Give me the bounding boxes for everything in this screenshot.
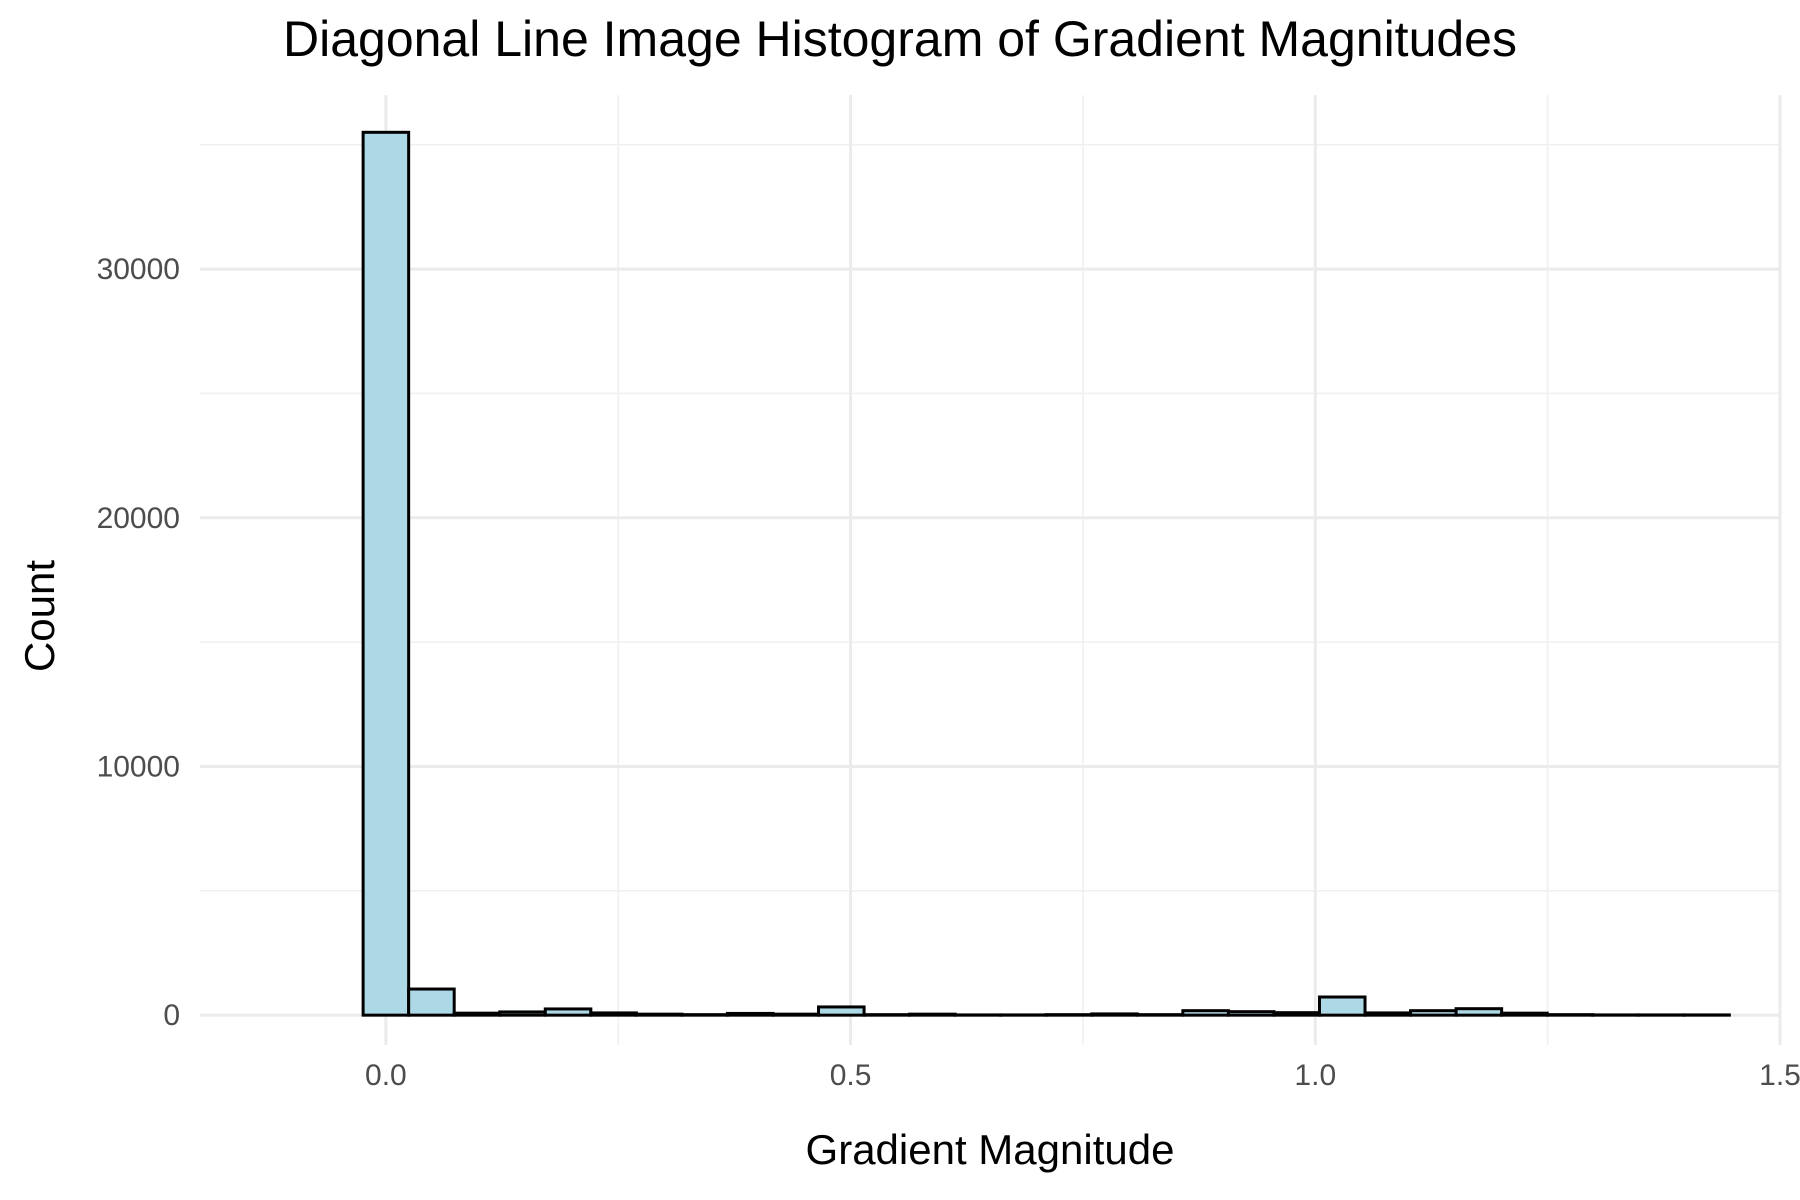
histogram-bar: [634, 1012, 684, 1017]
histogram-bar: [817, 1005, 866, 1017]
x-tick-label: 0.5: [830, 1059, 872, 1092]
x-tick-label: 1.0: [1294, 1059, 1336, 1092]
y-tick-label: 20000: [97, 502, 180, 535]
histogram-bar: [361, 130, 411, 1017]
histogram-bar: [452, 1011, 502, 1017]
histogram-bar: [498, 1010, 547, 1017]
histogram-bar: [589, 1011, 638, 1017]
y-tick-label: 0: [163, 999, 180, 1032]
histogram-bar: [908, 1012, 957, 1017]
histogram-bar: [1363, 1011, 1413, 1017]
grid-lines: [200, 95, 1782, 1045]
histogram-bar: [1409, 1009, 1458, 1017]
histogram-bar: [1500, 1011, 1549, 1017]
histogram-bar: [407, 987, 456, 1017]
histogram-bar: [543, 1007, 593, 1017]
histogram-bar: [1090, 1012, 1139, 1017]
x-tick-label: 0.0: [365, 1059, 407, 1092]
histogram-bar: [1181, 1009, 1230, 1017]
y-tick-label: 30000: [97, 253, 180, 286]
axis-tick-labels: 0.0 0.5 1.0 1.5 0 10000 20000 30000: [97, 253, 1800, 1092]
x-axis-label: Gradient Magnitude: [805, 1126, 1175, 1173]
histogram-bar: [1317, 995, 1367, 1017]
y-tick-label: 10000: [97, 750, 180, 783]
histogram-bar: [771, 1012, 821, 1017]
x-tick-label: 1.5: [1759, 1059, 1800, 1092]
histogram-bar: [1454, 1007, 1504, 1017]
histogram-bar: [725, 1011, 775, 1017]
histogram-bars: [361, 130, 1731, 1017]
histogram-bar: [1226, 1010, 1276, 1017]
chart-title: Diagonal Line Image Histogram of Gradien…: [282, 11, 1517, 67]
histogram-bar: [1272, 1011, 1321, 1017]
